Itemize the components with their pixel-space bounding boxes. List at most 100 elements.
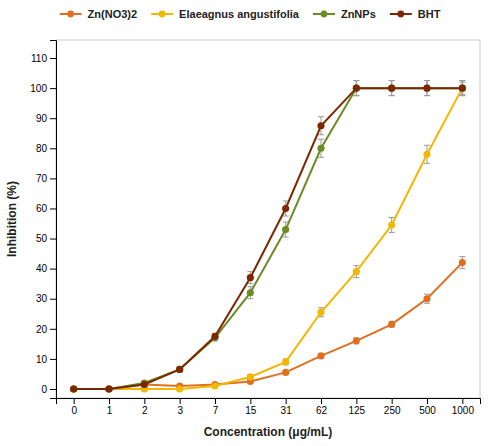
x-tick-label: 31 [281,405,293,416]
error-bar [424,81,430,96]
x-tick-label: 15 [245,405,257,416]
y-tick-mark [50,299,56,300]
x-tick-label: 500 [419,405,436,416]
x-tick: 500 [419,398,436,416]
y-tick-label: 50 [36,233,48,244]
y-tick: 20 [36,324,56,335]
point [317,145,324,152]
point [353,85,360,92]
point [353,268,360,275]
x-tick-label: 62 [316,405,328,416]
x-tick-mark [392,398,393,404]
plot-frame [56,40,480,398]
y-tick-mark [50,148,56,149]
x-tick-mark [74,398,75,404]
y-tick: 40 [36,263,56,274]
point [423,85,430,92]
point [141,381,148,388]
y-tick: 100 [30,83,56,94]
x-tick: 250 [384,398,401,416]
x-tick: 31 [281,398,293,416]
x-axis: 012371531621252505001000 [57,398,481,416]
point [70,385,77,392]
point [388,221,395,228]
y-tick-mark [50,239,56,240]
x-tick-mark [109,398,110,404]
y-tick: 70 [36,173,56,184]
y-tick: 10 [36,354,56,365]
x-tick: 3 [177,398,183,416]
series [70,82,466,392]
point [176,366,183,373]
x-axis-line [57,399,481,405]
point [423,151,430,158]
point [105,385,112,392]
y-tick-mark [50,118,56,119]
y-tick-label: 100 [30,83,47,94]
y-tick-mark [50,88,56,89]
series-line [74,88,463,389]
series-line [74,88,463,389]
point [70,385,77,392]
y-tick-label: 80 [36,143,48,154]
point [388,85,395,92]
chart: Zn(NO3)2 Elaeagnus angustifolia ZnNPs BHT 0 1… [0,0,500,446]
error-bar [389,81,395,96]
error-bar [459,257,465,269]
legend-label: ZnNPs [341,8,376,20]
series-line [74,88,463,389]
point [353,337,360,344]
error-bar [424,81,430,96]
point [459,85,466,92]
x-tick: 62 [316,398,328,416]
x-tick: 2 [142,398,148,416]
x-tick-label: 0 [71,405,77,416]
x-tick-mark [286,398,287,404]
point [388,321,395,328]
x-tick-label: 2 [142,405,148,416]
y-tick-mark [50,359,56,360]
legend-label: BHT [418,8,441,20]
legend-marker [397,11,404,18]
point [317,122,324,129]
y-tick: 50 [36,233,56,244]
x-tick-mark [321,398,322,404]
y-tick-label: 70 [36,173,48,184]
x-tick-label: 3 [177,405,183,416]
y-tick: 110 [31,53,56,64]
legend-item: BHT [390,8,441,20]
x-tick-label: 1000 [452,405,475,416]
x-tick-mark [215,398,216,404]
legend-item: Elaeagnus angustifolia [151,8,300,20]
point [105,385,112,392]
x-tick: 7 [213,398,219,416]
point [388,85,395,92]
point [211,382,218,389]
x-axis-title: Concentration (μg/mL) [204,425,333,439]
legend-label: Zn(NO3)2 [88,8,138,20]
error-bar [283,359,289,365]
point [317,352,324,359]
point [70,385,77,392]
x-tick-mark [250,398,251,404]
x-tick: 125 [348,398,365,416]
error-bar [459,81,465,96]
x-tick-label: 250 [384,405,401,416]
x-tick-mark [144,398,145,404]
point [141,381,148,388]
marks [70,81,466,393]
point [459,85,466,92]
error-bar [389,321,395,327]
x-tick: 1000 [452,398,475,416]
legend-marker [67,11,74,18]
legend-marker [159,11,166,18]
y-tick-label: 30 [36,293,48,304]
point [423,85,430,92]
y-tick: 90 [36,113,56,124]
x-tick-mark [356,398,357,404]
y-tick-label: 0 [41,384,47,395]
x-tick-mark [180,398,181,404]
x-tick-mark [462,398,463,404]
point [353,85,360,92]
point [70,385,77,392]
